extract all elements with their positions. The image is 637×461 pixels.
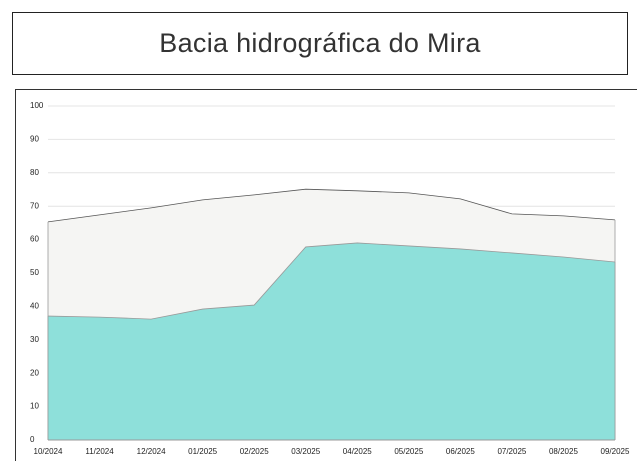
y-tick-label: 10: [30, 402, 39, 411]
x-tick-label: 10/2024: [34, 447, 63, 456]
x-tick-label: 11/2024: [85, 447, 114, 456]
x-tick-label: 12/2024: [137, 447, 166, 456]
x-tick-label: 06/2025: [446, 447, 475, 456]
x-tick-label: 04/2025: [343, 447, 372, 456]
area-line: [47, 188, 616, 223]
chart-frame: [15, 89, 637, 461]
x-tick-label: 07/2025: [497, 447, 526, 456]
y-tick-label: 40: [30, 302, 39, 311]
y-tick-label: 0: [30, 435, 35, 444]
y-tick-label: 80: [30, 168, 39, 177]
x-tick-label: 08/2025: [549, 447, 578, 456]
x-tick-label: 09/2025: [601, 447, 630, 456]
x-tick-label: 05/2025: [394, 447, 423, 456]
x-tick-label: 02/2025: [240, 447, 269, 456]
chart-title: Bacia hidrográfica do Mira: [159, 28, 481, 58]
y-tick-label: 90: [30, 135, 39, 144]
x-tick-label: 01/2025: [188, 447, 217, 456]
y-tick-label: 30: [30, 335, 39, 344]
x-tick-label: 03/2025: [291, 447, 320, 456]
area: [48, 242, 615, 440]
y-tick-label: 60: [30, 235, 39, 244]
y-tick-label: 70: [30, 201, 39, 210]
y-tick-label: 20: [30, 368, 39, 377]
y-tick-label: 100: [30, 101, 44, 110]
y-tick-label: 50: [30, 268, 39, 277]
area-line: [47, 242, 616, 320]
title-box: Bacia hidrográfica do Mira: [12, 12, 628, 75]
area-edge: [47, 261, 616, 440]
